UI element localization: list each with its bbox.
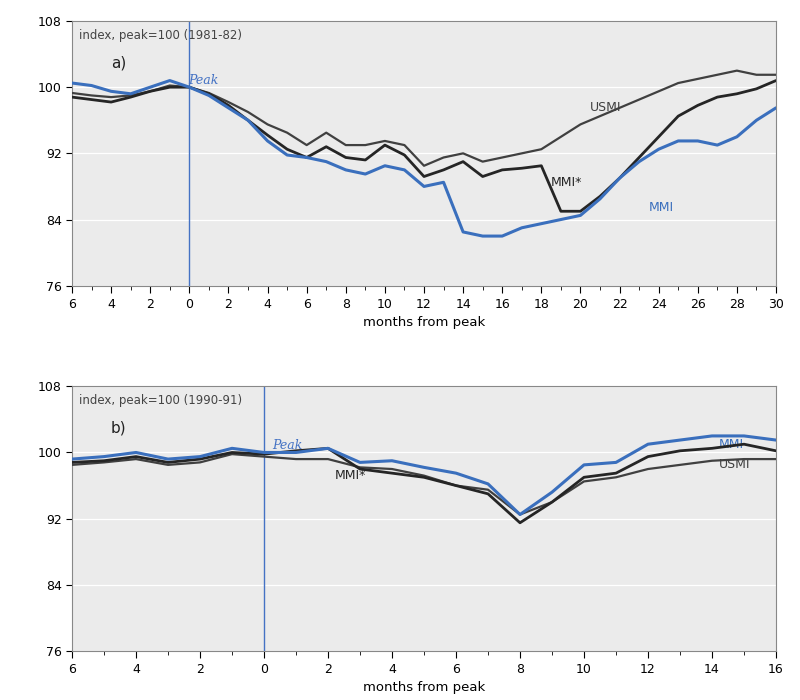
Text: MMI: MMI — [718, 438, 743, 451]
Text: Peak: Peak — [188, 74, 218, 87]
Text: USMI: USMI — [590, 102, 622, 114]
X-axis label: months from peak: months from peak — [363, 316, 485, 329]
Text: MMI*: MMI* — [334, 469, 366, 482]
Text: MMI: MMI — [649, 201, 674, 214]
Text: MMI*: MMI* — [551, 176, 582, 189]
Text: index, peak=100 (1990-91): index, peak=100 (1990-91) — [79, 394, 242, 407]
Text: a): a) — [110, 55, 126, 71]
Text: Peak: Peak — [273, 439, 303, 452]
Text: USMI: USMI — [718, 458, 750, 471]
Text: index, peak=100 (1981-82): index, peak=100 (1981-82) — [79, 29, 242, 42]
Text: b): b) — [110, 421, 126, 435]
X-axis label: months from peak: months from peak — [363, 681, 485, 694]
